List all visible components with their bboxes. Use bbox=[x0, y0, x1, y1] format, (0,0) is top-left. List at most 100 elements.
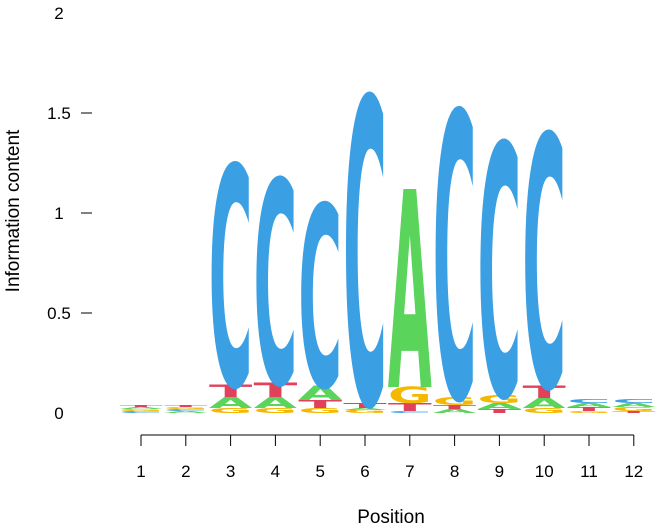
logo-letter-glyph: A bbox=[388, 136, 432, 452]
logo-letter-g-pos-9: G bbox=[477, 393, 521, 406]
logo-letter-c-pos-2: C bbox=[164, 409, 208, 412]
x-tick-label: 11 bbox=[580, 462, 598, 481]
x-axis-label: Position bbox=[357, 507, 425, 528]
logo-letter-glyph: C bbox=[567, 398, 611, 404]
logo-letter-glyph: A bbox=[298, 383, 342, 405]
logo-letter-glyph: G bbox=[567, 410, 611, 413]
logo-letter-glyph: G bbox=[164, 406, 208, 409]
logo-letter-g-pos-5: G bbox=[298, 407, 342, 415]
logo-letter-t-pos-6: T bbox=[343, 402, 387, 410]
logo-letter-c-pos-7: C bbox=[388, 411, 432, 414]
logo-letter-glyph: T bbox=[343, 402, 387, 410]
y-tick-label: 1 bbox=[54, 204, 63, 223]
logo-letter-c-pos-12: C bbox=[612, 398, 656, 404]
y-axis: 0 0.5 1 1.5 2 bbox=[47, 4, 92, 423]
y-tick-label: 1.5 bbox=[47, 104, 71, 123]
logo-letter-glyph: A bbox=[612, 402, 656, 408]
logo-letter-c-pos-9: C bbox=[477, 75, 521, 478]
logo-letter-glyph: A bbox=[343, 408, 387, 411]
logo-letter-t-pos-4: T bbox=[253, 380, 298, 402]
logo-letter-a-pos-10: A bbox=[523, 395, 567, 411]
logo-letter-g-pos-12: G bbox=[612, 406, 656, 412]
logo-letter-a-pos-3: A bbox=[209, 394, 253, 412]
x-tick-label: 5 bbox=[315, 462, 324, 481]
logo-letter-glyph: A bbox=[478, 401, 522, 411]
logo-letter-glyph: A bbox=[433, 408, 477, 414]
logo-letter-c-pos-8: C bbox=[433, 35, 477, 491]
logo-letter-t-pos-1: T bbox=[119, 404, 163, 407]
y-axis-label: Information content bbox=[3, 129, 24, 292]
logo-letter-glyph: A bbox=[164, 411, 208, 414]
logo-letter-glyph: C bbox=[477, 75, 521, 478]
logo-letter-a-pos-4: A bbox=[254, 394, 298, 412]
logo-letter-glyph: T bbox=[388, 401, 433, 414]
logo-letter-glyph: G bbox=[612, 406, 656, 412]
x-tick-label: 9 bbox=[495, 462, 504, 481]
logo-letter-glyph: T bbox=[612, 410, 656, 413]
logo-letter-c-pos-5: C bbox=[298, 154, 342, 446]
logo-letter-glyph: G bbox=[209, 407, 253, 415]
logo-letter-a-pos-5: A bbox=[298, 383, 342, 405]
logo-letter-glyph: C bbox=[522, 66, 566, 469]
logo-letter-glyph: C bbox=[119, 411, 163, 414]
logo-letter-a-pos-11: A bbox=[567, 402, 611, 408]
y-tick-label: 2 bbox=[54, 4, 63, 23]
logo-letter-glyph: G bbox=[477, 393, 521, 406]
logo-letter-t-pos-8: T bbox=[433, 404, 477, 410]
logo-letter-glyph: T bbox=[567, 406, 611, 412]
x-axis: 1 2 3 4 5 6 7 8 9 10 11 12 bbox=[136, 434, 643, 481]
x-tick-label: 6 bbox=[360, 462, 369, 481]
logo-letter-glyph: T bbox=[164, 404, 208, 407]
logo-letter-glyph: G bbox=[253, 407, 297, 415]
logo-letter-g-pos-11: G bbox=[567, 410, 611, 413]
x-tick-label: 3 bbox=[226, 462, 235, 481]
logo-letter-glyph: G bbox=[298, 407, 342, 415]
logo-letter-glyph: G bbox=[343, 409, 387, 414]
logo-letter-t-pos-5: T bbox=[298, 398, 343, 411]
logo-letter-glyph: T bbox=[478, 408, 522, 414]
logo-letter-glyph: C bbox=[209, 106, 253, 457]
logo-letter-glyph: G bbox=[522, 407, 566, 415]
logo-letter-glyph: T bbox=[523, 383, 567, 402]
logo-letter-glyph: T bbox=[298, 398, 343, 411]
y-tick-label: 0 bbox=[54, 404, 63, 423]
x-tick-label: 4 bbox=[271, 462, 280, 481]
logo-letter-c-pos-1: C bbox=[119, 411, 163, 414]
logo-letter-glyph: C bbox=[253, 123, 297, 449]
logo-letter-t-pos-9: T bbox=[478, 408, 522, 414]
logo-letter-g-pos-1: G bbox=[119, 408, 163, 411]
logo-letter-glyph: T bbox=[209, 382, 253, 401]
logo-letter-glyph: T bbox=[253, 380, 298, 402]
logo-letter-c-pos-10: C bbox=[522, 66, 566, 469]
logo-letter-glyph: A bbox=[523, 395, 567, 411]
logo-letter-c-pos-11: C bbox=[567, 398, 611, 404]
logo-letter-g-pos-4: G bbox=[253, 407, 297, 415]
logo-letter-t-pos-11: T bbox=[567, 406, 611, 412]
logo-letter-a-pos-7: A bbox=[388, 136, 432, 452]
logo-letter-glyph: T bbox=[119, 404, 163, 407]
x-tick-label: 7 bbox=[405, 462, 414, 481]
logo-letter-c-pos-3: C bbox=[209, 106, 253, 457]
logo-letter-glyph: C bbox=[343, 14, 387, 503]
logo-letter-g-pos-6: G bbox=[343, 409, 387, 414]
logo-letter-glyph: C bbox=[612, 398, 656, 404]
logo-letter-glyph: A bbox=[209, 394, 253, 412]
logo-letter-t-pos-12: T bbox=[612, 410, 656, 413]
logo-letter-g-pos-2: G bbox=[164, 406, 208, 409]
y-tick-label: 0.5 bbox=[47, 304, 71, 323]
logo-letter-glyph: A bbox=[254, 394, 298, 412]
logo-letter-a-pos-12: A bbox=[612, 402, 656, 408]
logo-letter-a-pos-6: A bbox=[343, 408, 387, 411]
logo-letter-g-pos-3: G bbox=[209, 407, 253, 415]
logo-letter-glyph: T bbox=[433, 404, 477, 410]
x-tick-label: 8 bbox=[450, 462, 459, 481]
logo-letter-glyph: C bbox=[433, 35, 477, 491]
logo-letter-glyph: G bbox=[388, 383, 432, 409]
x-tick-label: 2 bbox=[181, 462, 190, 481]
x-tick-label: 12 bbox=[624, 462, 643, 481]
logo-letter-t-pos-10: T bbox=[523, 383, 567, 402]
logo-letter-c-pos-4: C bbox=[253, 123, 297, 449]
logo-letter-g-pos-7: G bbox=[388, 383, 432, 409]
logo-letter-a-pos-1: A bbox=[119, 407, 163, 410]
